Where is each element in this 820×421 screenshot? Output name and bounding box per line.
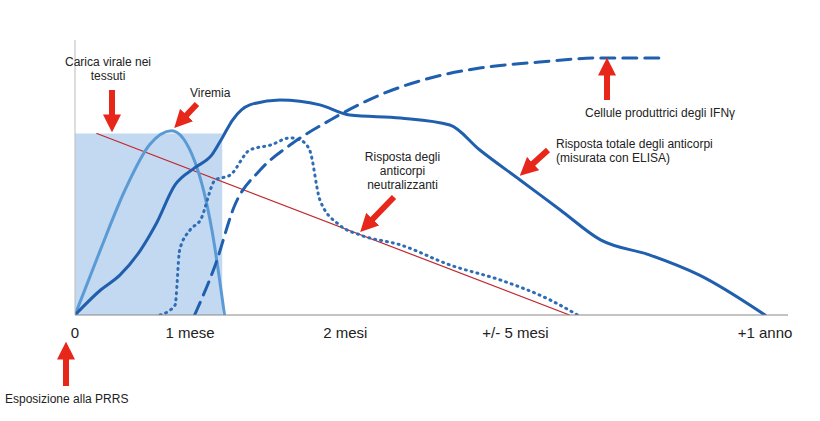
- svg-text:+1 anno: +1 anno: [738, 324, 793, 341]
- svg-text:2 mesi: 2 mesi: [323, 324, 367, 341]
- html-text:Risposta totale degli anticorp: Risposta totale degli anticorpi (misurat…: [556, 137, 713, 165]
- svg-text:1 mese: 1 mese: [165, 324, 214, 341]
- html-text:Viremia: Viremia: [190, 86, 231, 100]
- svg-text:0: 0: [71, 324, 79, 341]
- html-text:Carica virale nei tessuti: Carica virale nei tessuti: [65, 55, 151, 83]
- html-text:Risposta degli anticorpi neutr: Risposta degli anticorpi neutralizzanti: [364, 150, 441, 192]
- svg-text:+/- 5 mesi: +/- 5 mesi: [482, 324, 548, 341]
- html-text:Cellule produttrici degli IFNγ: Cellule produttrici degli IFNγ: [585, 106, 736, 120]
- html-text:Esposizione alla PRRS: Esposizione alla PRRS: [5, 392, 129, 406]
